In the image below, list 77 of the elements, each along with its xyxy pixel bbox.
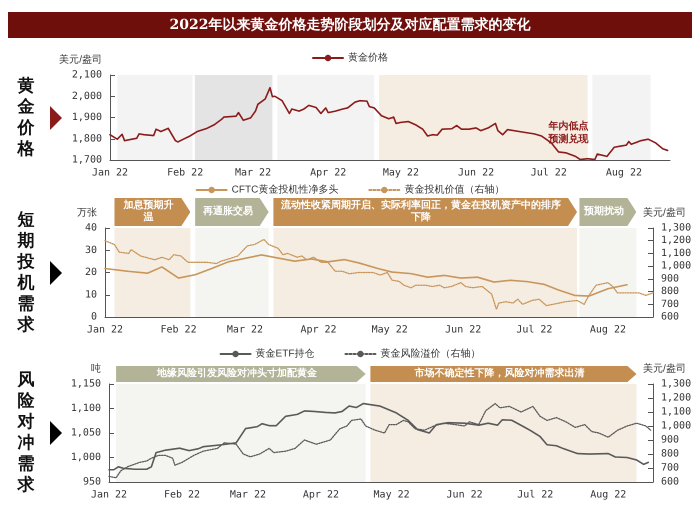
y-axis-title: 美元/盎司 — [59, 54, 102, 66]
arrow-banner: 加息预期升温 — [114, 198, 190, 226]
x-tick-label: Jul 22 — [530, 168, 567, 178]
y-tick-label: 1,700 — [72, 154, 102, 166]
x-tick-label: Feb 22 — [160, 324, 197, 336]
x-tick-label: Jul 22 — [517, 490, 554, 500]
y-tick-label: 0 — [90, 312, 97, 322]
chart-title: 2022年以来黄金价格走势阶段划分及对应配置需求的变化 — [8, 12, 692, 38]
text: 风险对冲需求 — [16, 370, 36, 496]
y-tick-label: 30 — [84, 244, 97, 256]
y2-tick-label: 800 — [661, 286, 680, 298]
x-tick-label: Jan 22 — [86, 324, 124, 336]
x-tick-label: May 22 — [372, 324, 408, 336]
x-tick-label: Apr 22 — [300, 324, 337, 336]
x-tick-label: May 22 — [382, 168, 419, 178]
y-tick-label: 950 — [82, 476, 101, 488]
arrow-banner: 市场不确定性下降，风险对冲需求出清 — [370, 366, 636, 382]
x-tick-label: May 22 — [374, 490, 410, 500]
x-tick-label: Aug 22 — [590, 324, 626, 336]
x-tick-label: Mar 22 — [226, 324, 264, 336]
y-tick-label: 2,000 — [72, 90, 102, 102]
arrow-banner: 预期扰动 — [579, 198, 636, 226]
x-tick-label: Jul 22 — [516, 324, 552, 336]
y2-tick-label: 1,300 — [661, 222, 692, 234]
x-tick-label: Aug 22 — [606, 168, 642, 178]
y2-tick-label: 600 — [661, 476, 680, 488]
y2-tick-label: 1,300 — [661, 378, 692, 390]
y2-axis-title: 美元/盎司 — [643, 206, 686, 218]
y2-tick-label: 700 — [661, 462, 680, 474]
line-series — [104, 238, 654, 310]
y2-tick-label: 900 — [661, 434, 680, 446]
y-tick-label: 1,050 — [70, 428, 101, 438]
y-axis-title: 吨 — [91, 362, 101, 374]
y-tick-label: 1,000 — [70, 452, 101, 463]
y-tick-label: 1,800 — [72, 133, 102, 144]
y2-tick-label: 1,000 — [661, 260, 692, 272]
y-tick-label: 1,100 — [70, 403, 101, 414]
y-tick-label: 10 — [84, 289, 97, 300]
x-tick-label: Aug 22 — [590, 490, 626, 500]
x-tick-label: Jan 22 — [90, 490, 128, 500]
text: 短期投机需求 — [16, 210, 36, 336]
legend-label: 黄金ETF持仓 — [256, 348, 314, 360]
y2-tick-label: 1,000 — [661, 420, 692, 432]
x-tick-label: Jun 22 — [446, 490, 483, 500]
y2-tick-label: 1,200 — [661, 392, 692, 404]
y2-tick-label: 700 — [661, 298, 680, 310]
text: 黄金价格 — [16, 76, 36, 160]
arrow-banner: 再通胀交易 — [195, 198, 269, 226]
y2-tick-label: 1,100 — [661, 248, 692, 259]
legend-label: 黄金价格 — [348, 52, 388, 64]
y2-tick-label: 600 — [661, 312, 680, 322]
y2-axis-title: 美元/盎司 — [643, 362, 686, 374]
x-tick-label: Apr 22 — [302, 490, 340, 500]
y-tick-label: 40 — [84, 222, 97, 234]
x-tick-label: Apr 22 — [310, 168, 346, 178]
x-tick-label: Feb 22 — [167, 168, 204, 178]
y-tick-label: 20 — [84, 267, 97, 278]
x-tick-label: Mar 22 — [230, 490, 266, 500]
x-tick-label: Jan 22 — [92, 168, 128, 178]
arrow-banner: 地缘风险引发风险对冲头寸加配黄金 — [116, 366, 366, 382]
y-axis-title: 万张 — [77, 206, 97, 218]
legend-label: CFTC黄金投机性净多头 — [232, 184, 338, 196]
y-tick-label: 1,900 — [72, 112, 102, 123]
legend-label: 黄金风险溢价（右轴） — [380, 348, 480, 360]
y2-tick-label: 900 — [661, 273, 680, 284]
x-tick-label: Jun 22 — [458, 168, 494, 178]
y-tick-label: 1,150 — [70, 378, 101, 390]
x-tick-label: Jun 22 — [445, 324, 482, 336]
y2-tick-label: 1,200 — [661, 235, 692, 246]
legend-label: 黄金投机价值（右轴） — [404, 184, 504, 196]
x-tick-label: Feb 22 — [164, 490, 200, 500]
y-tick-label: 2,100 — [72, 70, 102, 80]
arrow-banner: 流动性收紧周期开启、实际利率回正，黄金在投机资产中的排序下降 — [273, 198, 578, 226]
x-tick-label: Mar 22 — [234, 168, 272, 178]
y2-tick-label: 800 — [661, 448, 680, 460]
y2-tick-label: 1,100 — [661, 406, 692, 418]
annotation: 年内低点预测兑现 — [547, 120, 588, 146]
